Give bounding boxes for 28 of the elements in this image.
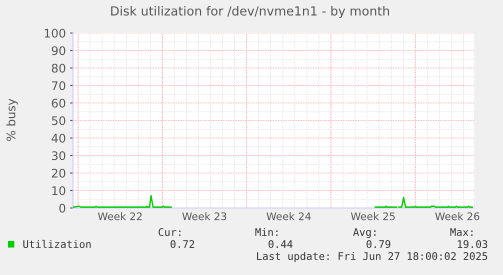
- text: 0.72: [170, 240, 194, 248]
- y-tick-label: 70: [52, 81, 66, 90]
- text: Cur:: [158, 228, 180, 236]
- y-tick-label: 30: [52, 151, 66, 160]
- text: Last update: Fri Jun 27 18:00:02 2025: [257, 252, 488, 262]
- y-tick-label: 80: [52, 64, 66, 73]
- x-tick-label: Week 23: [182, 212, 226, 220]
- y-tick-label: 10: [52, 186, 66, 196]
- chart-title: Disk utilization for /dev/nvme1n1 - by month: [111, 6, 390, 18]
- text: 0.79: [366, 240, 390, 248]
- text: Min:: [255, 228, 278, 236]
- y-tick-label: 50: [52, 116, 66, 126]
- text: Max:: [450, 228, 472, 236]
- y-tick-label: 0: [59, 204, 66, 213]
- y-tick-label: 100: [44, 28, 66, 38]
- y-axis-title: % busy: [6, 98, 18, 141]
- text: Avg:: [353, 228, 376, 238]
- x-tick-label: Week 25: [350, 212, 395, 220]
- y-tick-label: 60: [52, 98, 66, 108]
- text: 0.44: [268, 240, 293, 248]
- legend-label: Utilization: [23, 240, 91, 248]
- x-tick-label: Week 26: [435, 212, 480, 220]
- x-tick-label: Week 24: [266, 212, 311, 220]
- text: 19.03: [458, 240, 488, 248]
- y-tick-label: 40: [52, 134, 66, 143]
- y-tick-label: 20: [52, 168, 66, 178]
- x-tick-label: Week 22: [98, 212, 142, 220]
- y-tick-label: 90: [52, 46, 66, 56]
